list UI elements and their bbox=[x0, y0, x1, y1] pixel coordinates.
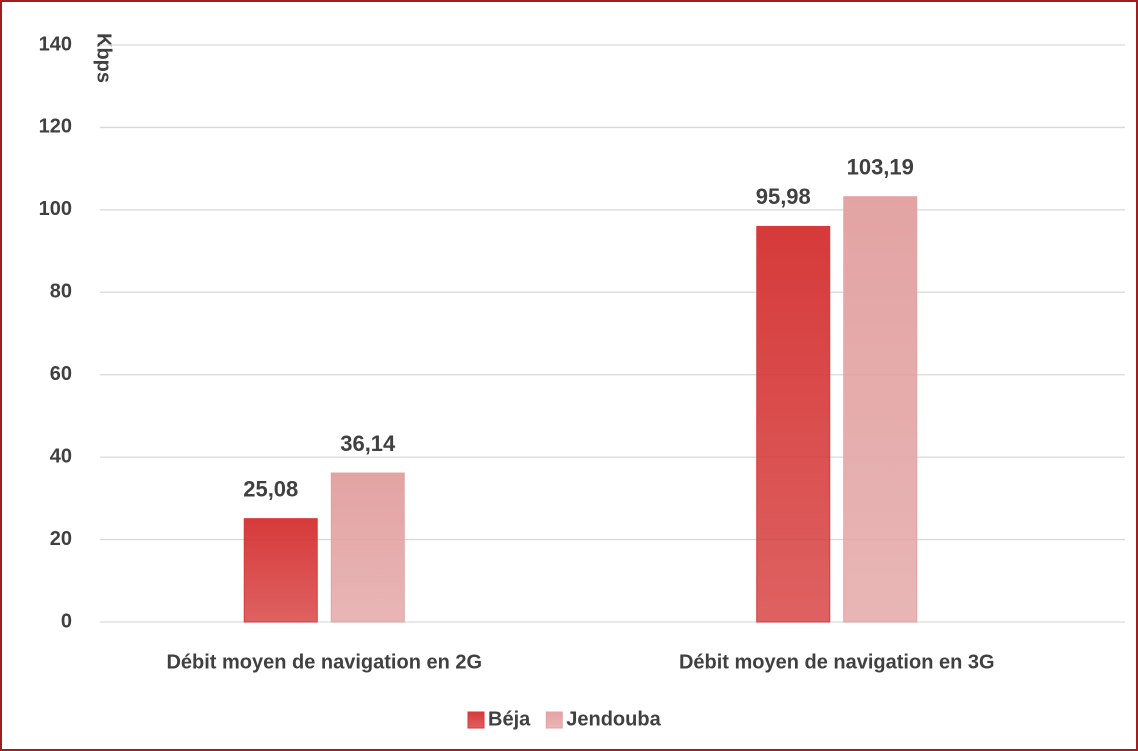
y-tick-label: 0 bbox=[61, 610, 72, 632]
y-tick-label: 40 bbox=[50, 445, 72, 467]
bar bbox=[843, 196, 918, 623]
y-tick-label: 100 bbox=[39, 198, 72, 220]
value-label: 36,14 bbox=[340, 431, 396, 456]
value-label: 25,08 bbox=[243, 476, 298, 501]
value-label: 103,19 bbox=[847, 155, 914, 180]
bar bbox=[756, 225, 831, 623]
y-tick-label: 60 bbox=[50, 363, 72, 385]
x-tick-label: Débit moyen de navigation en 2G bbox=[166, 651, 482, 673]
y-tick-label: 20 bbox=[50, 528, 72, 550]
bar bbox=[243, 518, 318, 623]
value-label: 95,98 bbox=[756, 184, 811, 209]
y-tick-label: 120 bbox=[39, 116, 72, 138]
legend-label: Jendouba bbox=[566, 708, 661, 730]
y-axis-label: Kbps bbox=[93, 33, 115, 83]
legend-swatch bbox=[467, 711, 485, 729]
y-tick-label: 140 bbox=[39, 33, 72, 55]
bar bbox=[330, 472, 405, 623]
legend-label: Béja bbox=[488, 708, 531, 730]
y-tick-label: 80 bbox=[50, 281, 72, 303]
legend-swatch bbox=[545, 711, 563, 729]
x-tick-label: Débit moyen de navigation en 3G bbox=[679, 651, 995, 673]
